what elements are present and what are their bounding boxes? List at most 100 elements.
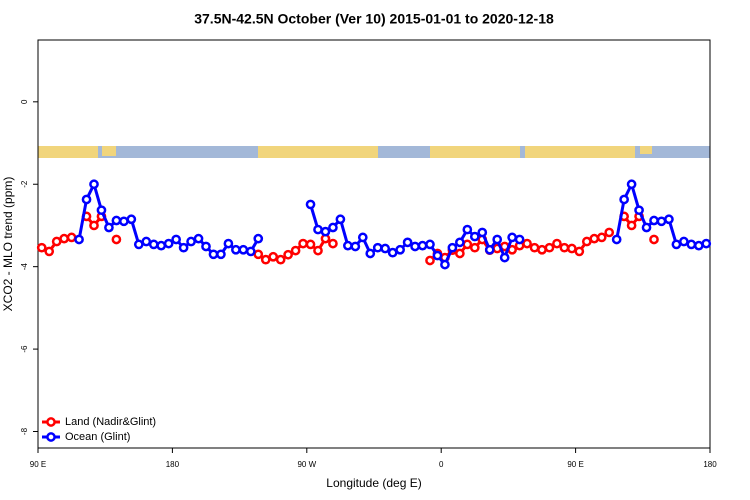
- data-point: [96, 205, 107, 216]
- data-point: [260, 254, 271, 265]
- x-tick-label: 180: [166, 460, 180, 469]
- data-point: [484, 244, 495, 255]
- data-point: [492, 234, 503, 245]
- data-point: [462, 224, 473, 235]
- data-point: [148, 239, 159, 250]
- y-tick-label: -4: [20, 263, 29, 271]
- data-point: [328, 238, 338, 249]
- data-point: [567, 243, 577, 254]
- x-tick-label: 180: [703, 460, 717, 469]
- data-point: [544, 242, 555, 253]
- data-point: [432, 250, 443, 261]
- data-point: [268, 251, 279, 262]
- data-point: [417, 240, 428, 251]
- data-point: [410, 241, 420, 252]
- data-point: [253, 233, 264, 244]
- data-point: [305, 239, 316, 250]
- data-point: [589, 233, 600, 244]
- data-point: [455, 248, 465, 259]
- data-point: [529, 242, 540, 253]
- data-point: [111, 215, 122, 226]
- data-point: [469, 242, 480, 253]
- data-point: [141, 236, 152, 247]
- data-point: [245, 246, 256, 257]
- data-point: [679, 236, 689, 247]
- data-point: [634, 205, 644, 216]
- data-point: [216, 249, 226, 260]
- data-point: [178, 242, 189, 253]
- data-point: [201, 241, 211, 252]
- data-point: [275, 254, 286, 265]
- data-point: [163, 238, 174, 249]
- data-point: [462, 239, 473, 250]
- data-point: [469, 231, 480, 242]
- data-point: [372, 242, 383, 253]
- data-point: [537, 244, 547, 255]
- data-point: [208, 249, 219, 260]
- data-point: [238, 244, 249, 255]
- data-point: [59, 233, 69, 244]
- data-point: [693, 240, 704, 251]
- data-point: [313, 245, 323, 256]
- data-point: [671, 239, 682, 250]
- data-point: [507, 232, 517, 243]
- y-tick-label: 0: [20, 99, 29, 104]
- chart-title: 37.5N-42.5N October (Ver 10) 2015-01-01 …: [194, 11, 554, 27]
- data-point: [626, 220, 637, 231]
- data-point: [604, 227, 615, 238]
- data-point: [290, 245, 301, 256]
- data-point: [559, 242, 570, 253]
- data-point: [36, 242, 47, 253]
- data-point: [305, 199, 316, 210]
- data-point: [350, 241, 361, 252]
- data-point: [402, 237, 413, 248]
- data-point: [395, 244, 405, 255]
- data-point: [343, 240, 353, 251]
- data-point: [626, 179, 637, 190]
- data-point: [664, 214, 674, 225]
- x-tick-label: 90 W: [297, 460, 316, 469]
- data-point: [656, 216, 667, 227]
- data-point: [477, 227, 488, 238]
- data-point: [387, 247, 398, 258]
- data-point: [328, 222, 338, 233]
- x-tick-label: 90 E: [30, 460, 46, 469]
- data-point: [425, 239, 435, 250]
- y-tick-label: -2: [20, 180, 29, 188]
- data-point: [357, 232, 368, 243]
- data-point: [89, 220, 99, 231]
- data-point: [447, 242, 458, 253]
- y-tick-label: -6: [20, 345, 29, 353]
- data-point: [611, 234, 622, 245]
- data-point: [514, 234, 525, 245]
- data-point: [552, 238, 562, 249]
- data-point: [231, 244, 241, 255]
- data-point: [581, 236, 592, 247]
- data-point: [365, 248, 376, 259]
- data-point: [74, 234, 84, 245]
- legend-label: Land (Nadir&Glint): [65, 416, 156, 428]
- data-point: [253, 249, 264, 260]
- data-point: [313, 224, 323, 235]
- data-point: [522, 238, 532, 249]
- data-point: [380, 243, 391, 254]
- data-point: [223, 238, 234, 249]
- data-point: [171, 234, 181, 245]
- data-point: [641, 222, 652, 233]
- x-tick-label: 0: [439, 460, 444, 469]
- data-point: [701, 238, 712, 249]
- data-point: [455, 237, 465, 248]
- legend-marker: [46, 417, 56, 427]
- data-point: [574, 246, 585, 257]
- data-point: [440, 259, 450, 270]
- legend-label: Ocean (Glint): [65, 431, 130, 443]
- data-point: [649, 234, 659, 245]
- data-point: [283, 249, 293, 260]
- y-axis-label: XCO2 - MLO trend (ppm): [1, 177, 15, 312]
- data-point: [66, 232, 77, 243]
- data-point: [126, 214, 137, 225]
- y-tick-label: -8: [20, 427, 29, 435]
- data-point: [499, 252, 510, 263]
- data-point: [193, 233, 204, 244]
- data-point: [619, 194, 629, 205]
